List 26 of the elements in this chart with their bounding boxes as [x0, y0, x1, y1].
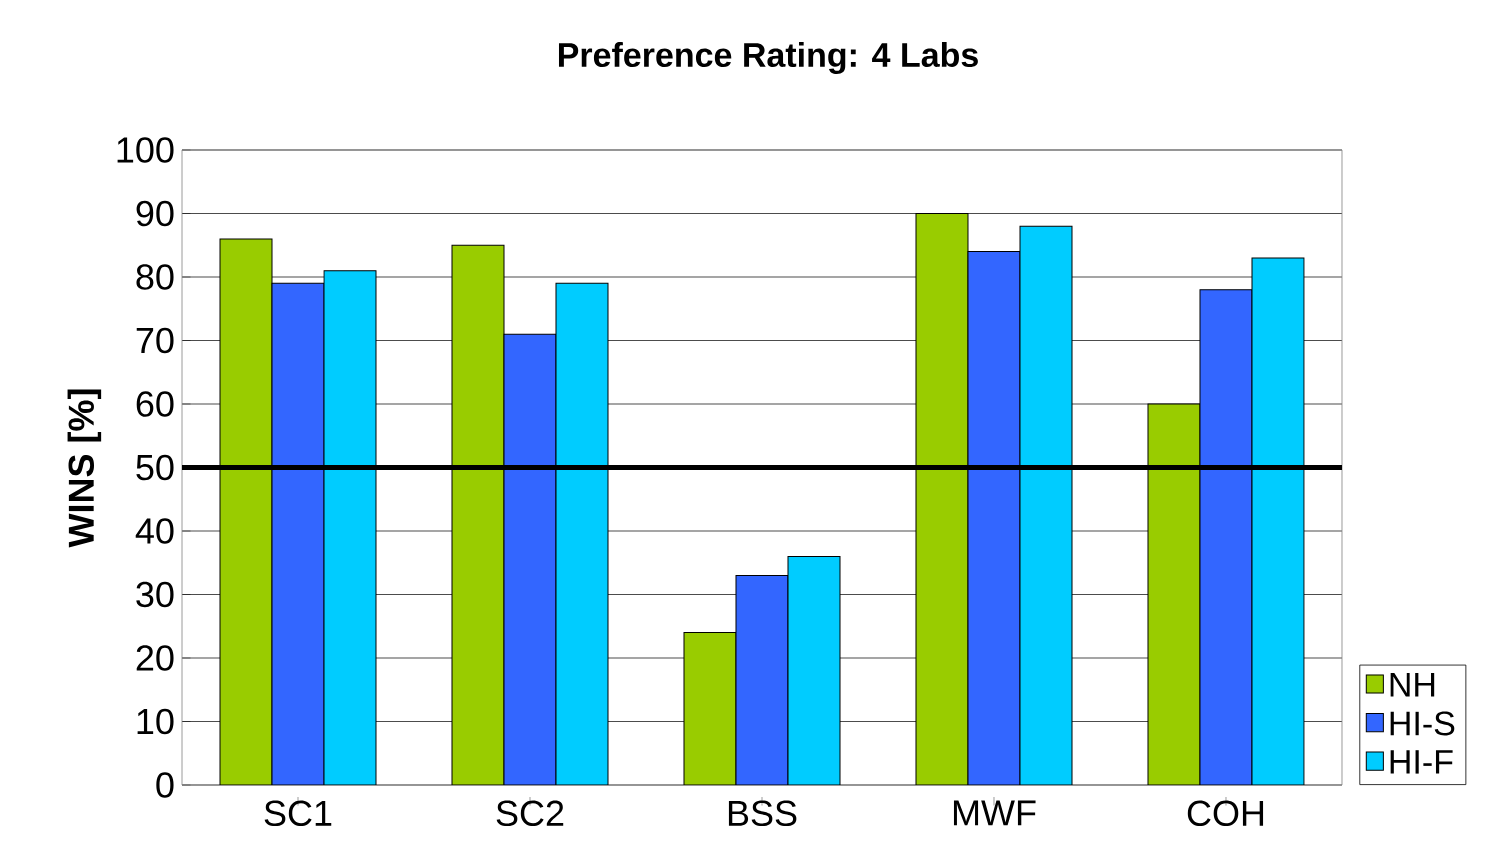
bar [219, 238, 273, 785]
y-tick-label: 40 [135, 518, 174, 544]
y-tick-label: 60 [136, 391, 174, 417]
x-tick-label: MWF [953, 800, 1036, 826]
legend-label: HI-S [1390, 711, 1455, 736]
y-tick-label: 30 [136, 581, 174, 608]
x-tick-label: SC1 [264, 800, 332, 827]
y-tick-label: 10 [137, 708, 174, 735]
y-tick-label: 50 [136, 454, 174, 481]
chart-title: Preference Rating: 4 Labs [558, 42, 978, 74]
y-tick-label: 90 [136, 200, 174, 227]
legend-label: HI-F [1390, 750, 1453, 774]
y-tick-label: 70 [136, 327, 174, 354]
bar [1147, 403, 1201, 785]
bar [915, 213, 969, 785]
y-tick-label: 20 [136, 645, 174, 671]
y-tick-label: 80 [136, 264, 174, 290]
bar [451, 244, 505, 785]
y-tick-label: 0 [156, 772, 174, 798]
x-tick-label: COH [1187, 800, 1264, 827]
y-tick-label: 100 [117, 137, 174, 163]
bar [683, 632, 737, 785]
x-tick-label: SC2 [496, 800, 564, 827]
y-axis-title: WINS [%] [67, 389, 102, 548]
legend-label: NH [1390, 673, 1435, 697]
x-tick-label: BSS [728, 800, 797, 827]
